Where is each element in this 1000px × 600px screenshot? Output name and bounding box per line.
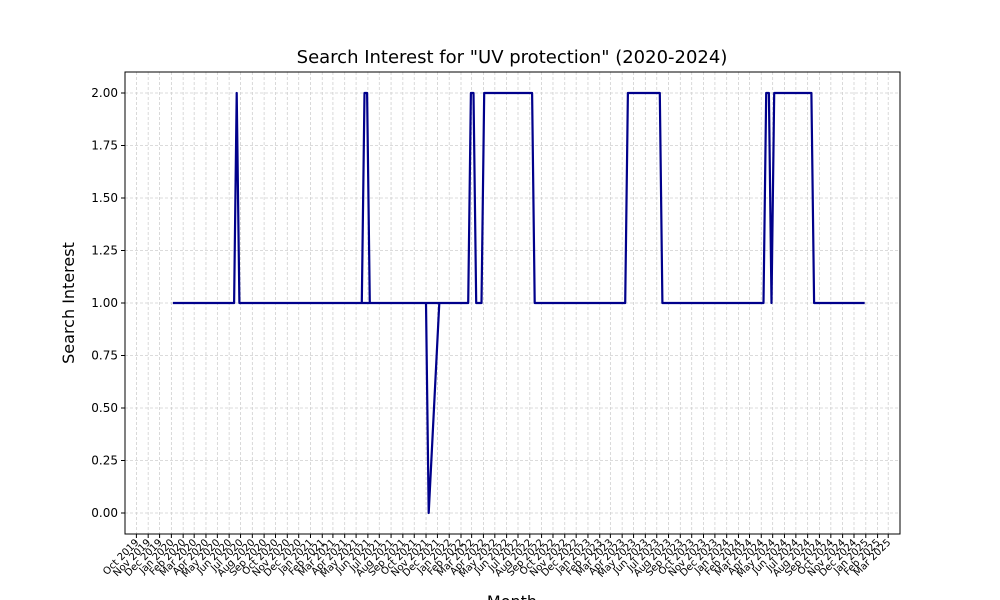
series-line-group	[172, 91, 865, 515]
chart-title: Search Interest for "UV protection" (202…	[297, 47, 728, 68]
y-tick-label: 1.00	[91, 296, 118, 310]
y-tick-label: 2.00	[91, 86, 118, 100]
y-tick-label: 1.50	[91, 191, 118, 205]
y-tick-label: 0.75	[91, 349, 118, 363]
y-tick-label: 0.25	[91, 454, 118, 468]
y-tick-label: 0.00	[91, 506, 118, 520]
x-axis-title: Month	[487, 592, 537, 600]
y-axis: 0.00 0.25 0.50 0.75 1.00 1.25 1.50 1.75 2.00	[91, 86, 125, 520]
y-tick-label: 1.75	[91, 139, 118, 153]
y-axis-title: Search Interest	[59, 242, 78, 364]
series-line-0	[172, 91, 865, 515]
y-tick-label: 1.25	[91, 244, 118, 258]
y-tick-label: 0.50	[91, 401, 118, 415]
